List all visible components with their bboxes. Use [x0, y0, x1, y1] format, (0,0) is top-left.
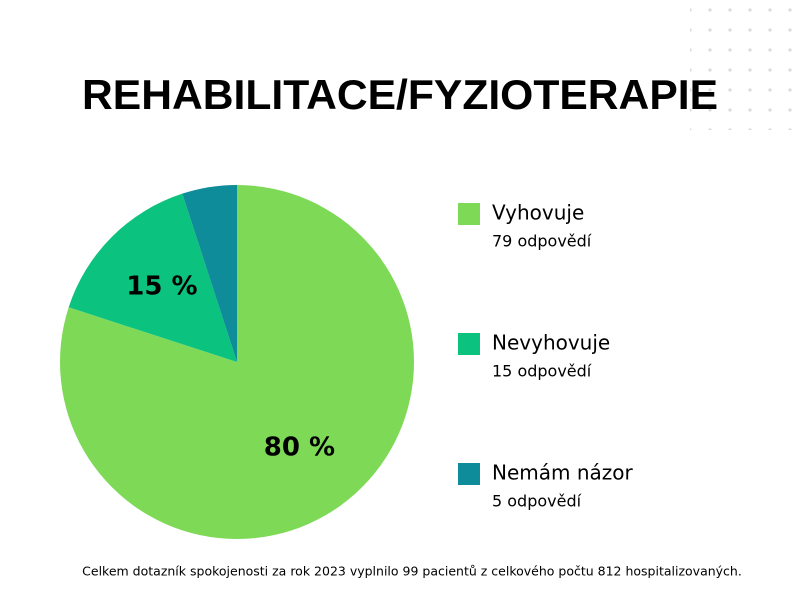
footnote: Celkem dotazník spokojenosti za rok 2023…	[82, 564, 742, 579]
legend-name: Nemám názor	[492, 461, 634, 485]
pie-slice	[59, 185, 414, 539]
legend-detail: 15 odpovědí	[492, 362, 592, 381]
legend-swatch	[458, 203, 480, 225]
legend-name: Nevyhovuje	[492, 331, 610, 355]
chart-title: REHABILITACE/FYZIOTERAPIE	[82, 71, 718, 118]
decoration	[690, 5, 795, 130]
legend-swatch	[458, 463, 480, 485]
legend-name: Vyhovuje	[492, 201, 584, 225]
pie: 80 % 15 %	[59, 185, 414, 539]
legend: Vyhovuje 79 odpovědí Nevyhovuje 15 odpovědí…	[458, 201, 634, 511]
slice-label: 80 %	[264, 432, 335, 462]
legend-detail: 79 odpovědí	[492, 232, 592, 251]
pie-slice	[182, 185, 237, 362]
slice-label: 15 %	[126, 271, 197, 301]
legend-swatch	[458, 333, 480, 355]
legend-detail: 5 odpovědí	[492, 492, 582, 511]
pie-slice	[68, 193, 237, 362]
